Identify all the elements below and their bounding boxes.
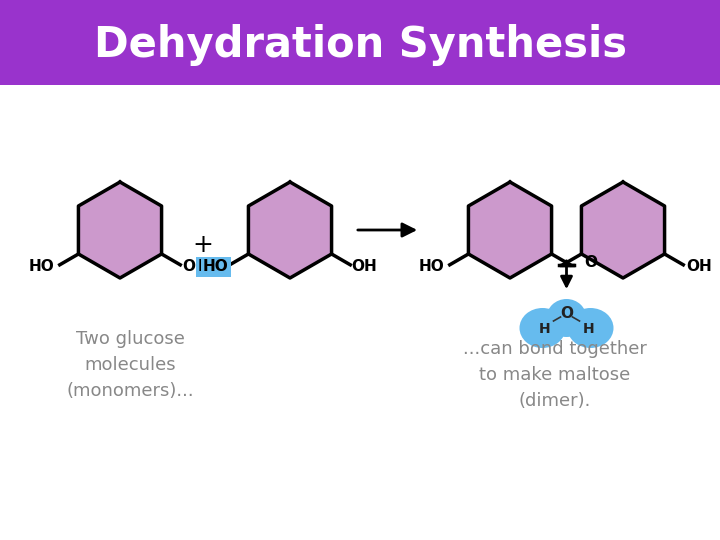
Text: ...can bond together
to make maltose
(dimer).: ...can bond together to make maltose (di… [463,340,647,410]
Text: Dehydration Synthesis: Dehydration Synthesis [94,24,626,66]
Polygon shape [582,182,665,278]
Text: HO: HO [29,259,55,274]
FancyBboxPatch shape [0,0,720,85]
Text: OH: OH [351,259,377,274]
Text: HO: HO [419,259,444,274]
Text: H: H [198,259,211,274]
Text: H: H [539,322,550,336]
Text: H: H [582,322,594,336]
Polygon shape [469,182,552,278]
Ellipse shape [520,308,565,348]
Ellipse shape [567,308,613,348]
Text: +: + [192,233,213,257]
Text: O: O [560,307,573,321]
Polygon shape [78,182,161,278]
Text: OH: OH [686,259,712,274]
Text: O: O [181,259,195,274]
Text: O: O [584,255,597,271]
Ellipse shape [546,299,587,337]
Text: Two glucose
molecules
(monomers)...: Two glucose molecules (monomers)... [66,329,194,400]
Text: HO: HO [203,259,228,274]
Polygon shape [248,182,332,278]
